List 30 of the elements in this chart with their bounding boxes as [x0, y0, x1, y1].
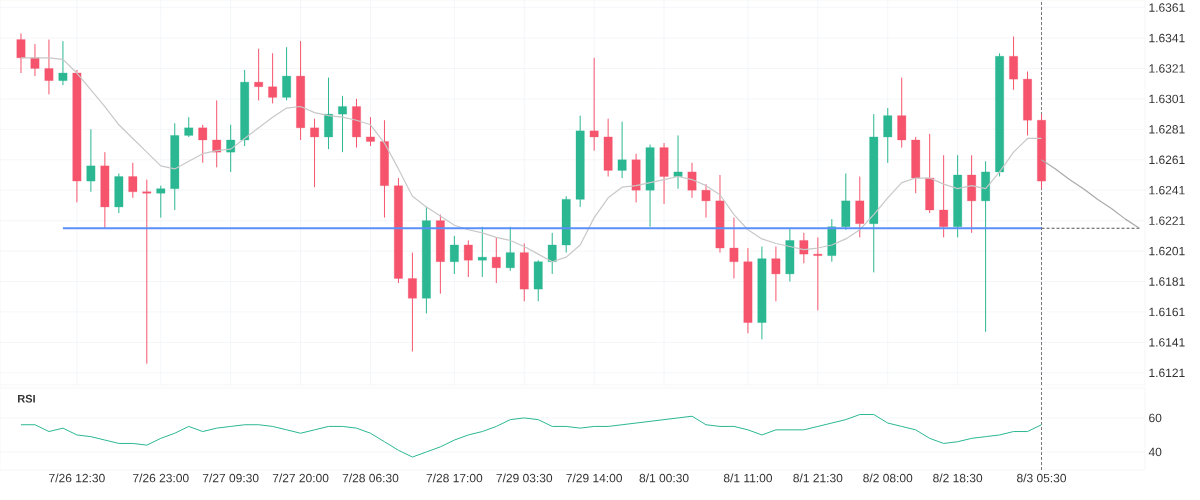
x-tick-label: 7/26 23:00 [133, 473, 189, 483]
y-tick-label: 60 [1149, 413, 1162, 423]
x-tick-label: 8/3 05:30 [1017, 473, 1067, 483]
y-tick-label: 1.6161 [1149, 307, 1185, 317]
y-tick-label: 1.6301 [1149, 94, 1185, 104]
x-tick-label: 8/2 18:30 [933, 473, 983, 483]
x-tick-label: 8/2 08:00 [863, 473, 913, 483]
y-tick-label: 1.6361 [1149, 3, 1185, 12]
x-tick-label: 7/28 17:00 [426, 473, 483, 483]
x-tick-label: 7/27 09:30 [202, 473, 259, 483]
x-tick-label: 8/1 00:30 [639, 473, 689, 483]
chart-title: RSI [18, 394, 35, 403]
y-tick-label: 40 [1148, 447, 1162, 457]
y-tick-label: 1.6341 [1149, 33, 1185, 43]
x-tick-label: 7/27 20:00 [272, 473, 329, 483]
y-tick-label: 1.6261 [1149, 155, 1185, 165]
x-tick-label: 8/1 21:30 [793, 473, 843, 483]
x-tick-label: 8/1 11:00 [723, 473, 773, 483]
x-tick-label: 7/29 14:00 [566, 473, 623, 483]
y-tick-label: 1.6321 [1149, 64, 1185, 73]
y-tick-label: 1.6141 [1149, 338, 1185, 347]
x-tick-label: 7/29 03:30 [496, 473, 553, 483]
y-tick-label: 1.6121 [1149, 368, 1185, 378]
y-tick-label: 1.6201 [1149, 246, 1185, 256]
x-tick-label: 7/28 06:30 [342, 473, 399, 483]
y-tick-label: 1.6221 [1149, 216, 1185, 225]
x-tick-label: 7/26 12:30 [49, 473, 105, 483]
y-tick-label: 1.6241 [1149, 185, 1185, 195]
y-tick-label: 1.6181 [1149, 277, 1185, 286]
y-tick-label: 1.6281 [1149, 125, 1185, 134]
